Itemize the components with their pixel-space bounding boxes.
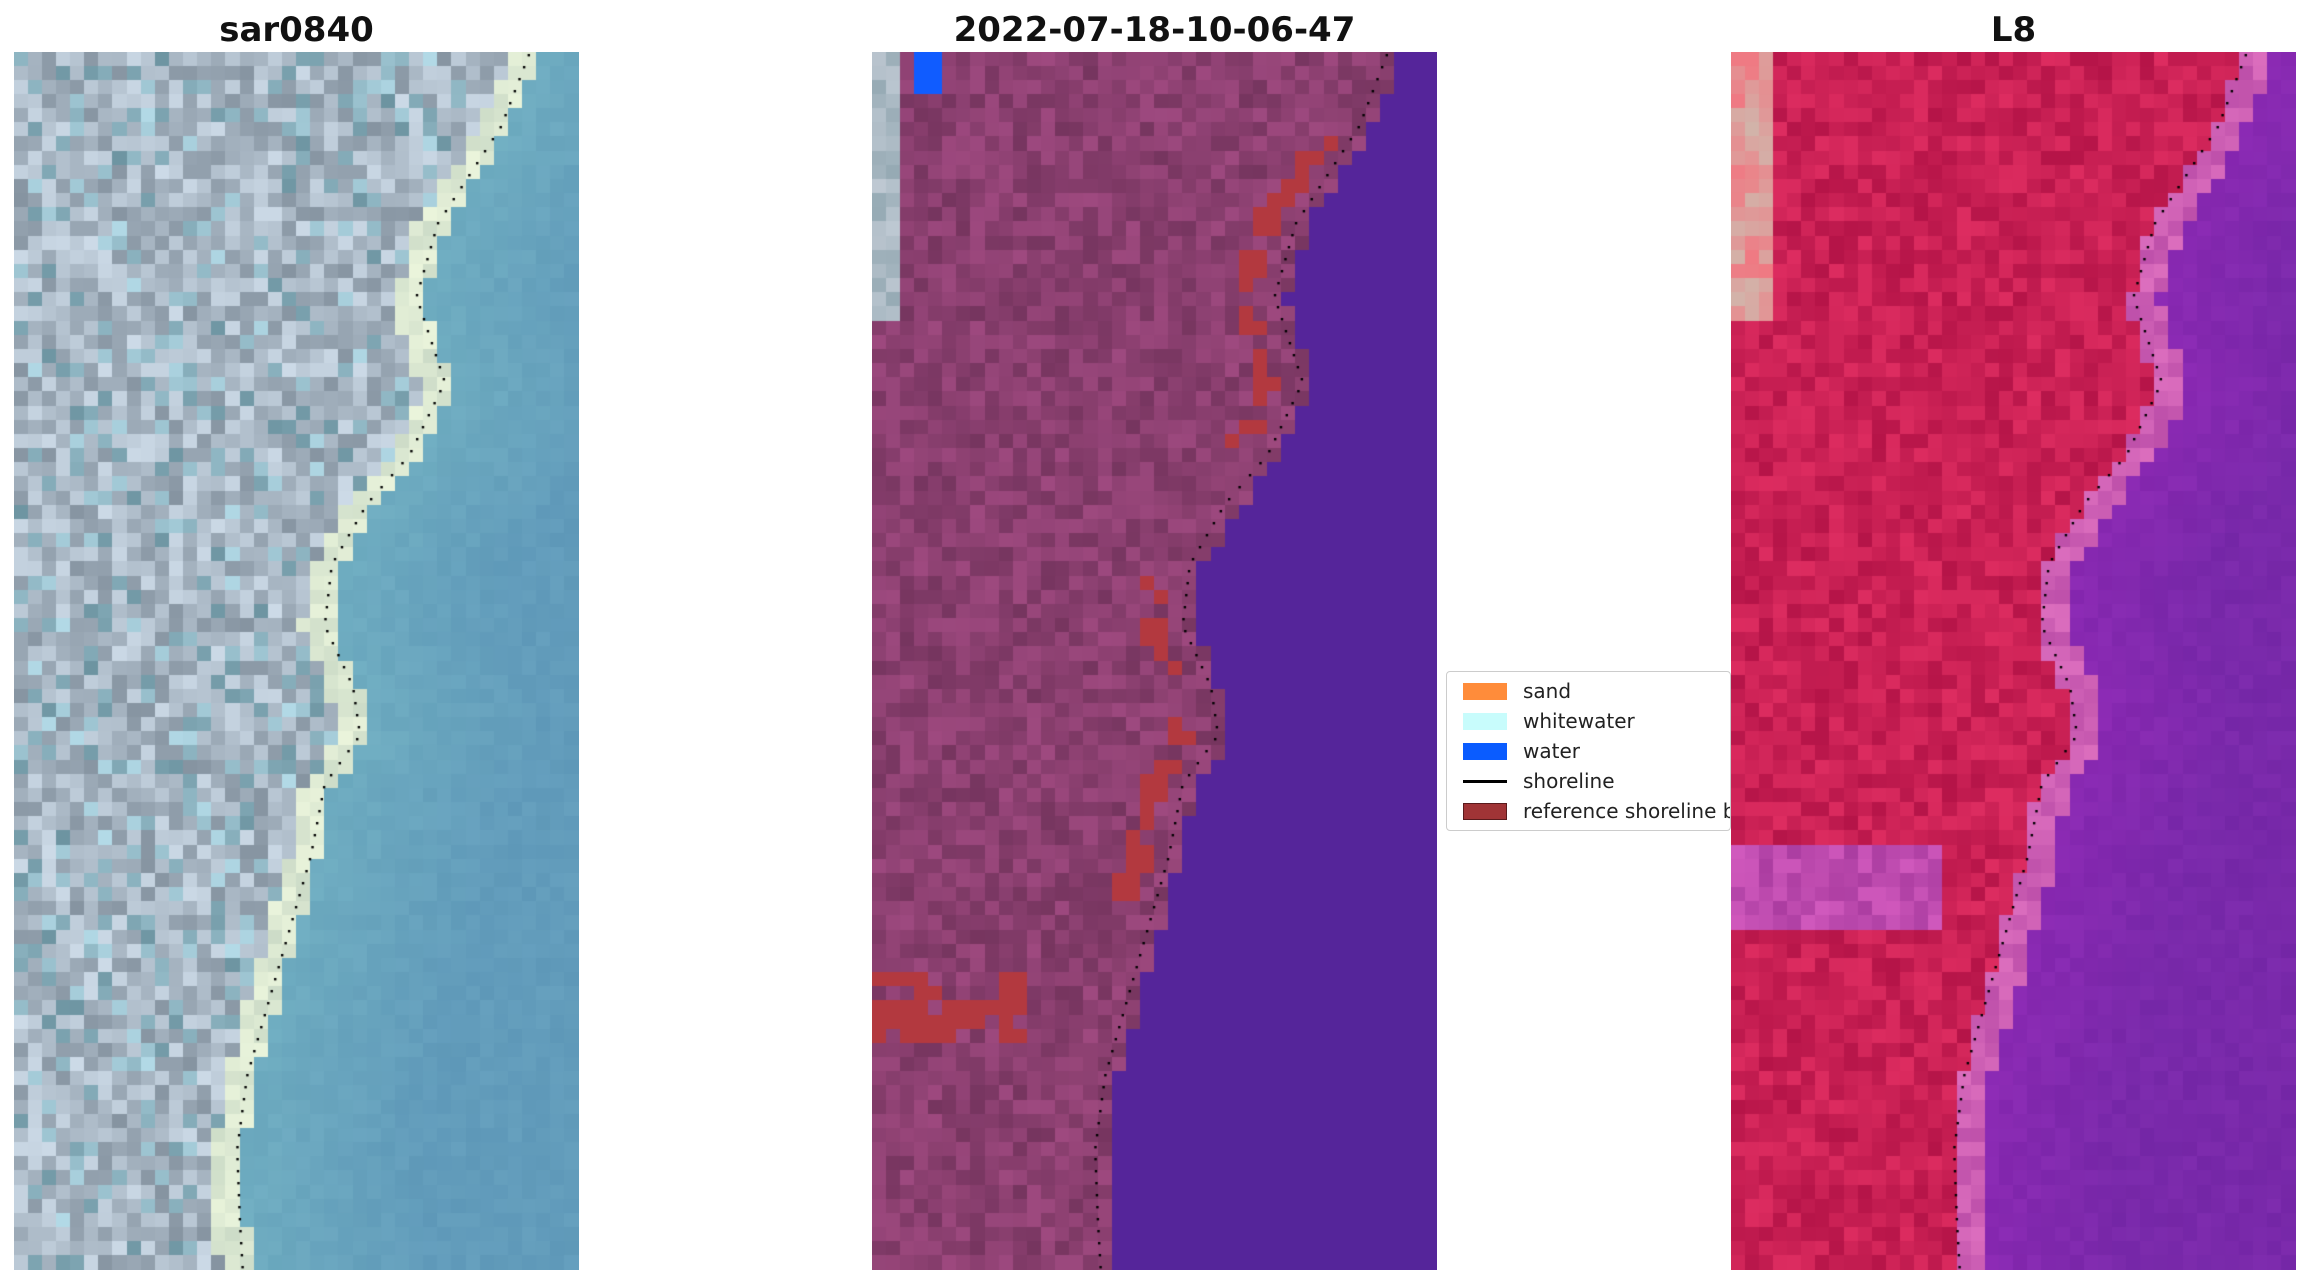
rgb-image-panel bbox=[14, 52, 579, 1270]
water-swatch bbox=[1463, 743, 1507, 760]
reference-shoreline-swatch bbox=[1463, 803, 1507, 820]
legend-label-shoreline: shoreline bbox=[1523, 769, 1615, 793]
legend-item-sand: sand bbox=[1455, 677, 1730, 705]
whitewater-swatch bbox=[1463, 713, 1507, 730]
legend-item-reference-shoreline: reference shoreline b bbox=[1455, 797, 1731, 825]
legend-item-whitewater: whitewater bbox=[1455, 707, 1730, 735]
sand-swatch bbox=[1463, 683, 1507, 700]
legend-item-shoreline: shoreline bbox=[1455, 767, 1730, 795]
legend-label-sand: sand bbox=[1523, 679, 1572, 703]
panel-title-2: 2022-07-18-10-06-47 bbox=[953, 10, 1356, 50]
shoreline-line-swatch bbox=[1463, 780, 1507, 783]
legend-item-water: water bbox=[1455, 737, 1730, 765]
legend-label-whitewater: whitewater bbox=[1523, 709, 1635, 733]
rgb-satellite-image bbox=[14, 52, 579, 1270]
legend: sand whitewater water shoreline referenc… bbox=[1446, 671, 1731, 831]
panel-title-3: L8 bbox=[1990, 10, 2037, 50]
classified-image bbox=[872, 52, 1437, 1270]
falsecolor-image bbox=[1731, 52, 2296, 1270]
classified-image-panel bbox=[872, 52, 1437, 1270]
falsecolor-image-panel bbox=[1731, 52, 2296, 1270]
legend-label-reference-shoreline: reference shoreline b bbox=[1523, 799, 1731, 823]
panel-title-1: sar0840 bbox=[219, 10, 374, 50]
legend-label-water: water bbox=[1523, 739, 1580, 763]
